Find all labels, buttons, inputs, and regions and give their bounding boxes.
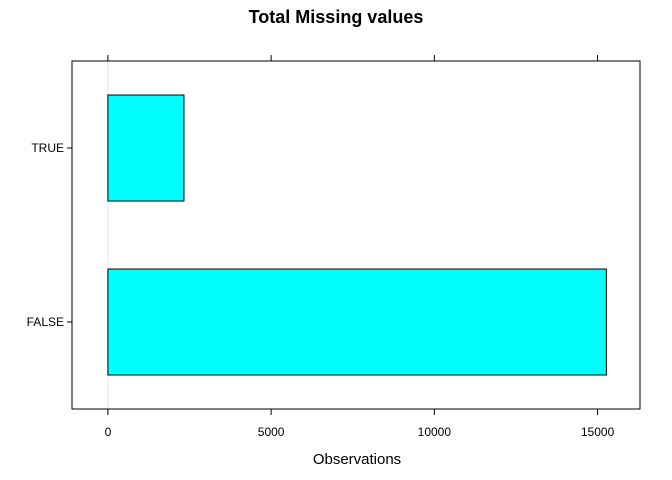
x-tick-label-10000: 10000 bbox=[418, 425, 452, 439]
plot-area: FALSE TRUE 0 5000 10000 15000 bbox=[27, 55, 641, 439]
x-axis-label: Observations bbox=[313, 451, 401, 468]
plot-frame bbox=[71, 60, 641, 410]
chart-title: Total Missing values bbox=[249, 7, 424, 27]
bar-true bbox=[107, 94, 185, 202]
category-label-false: FALSE bbox=[27, 315, 64, 329]
category-label-true: TRUE bbox=[31, 141, 64, 155]
x-tick-label-0: 0 bbox=[105, 425, 112, 439]
bar-false bbox=[107, 268, 607, 376]
x-tick-label-15000: 15000 bbox=[581, 425, 615, 439]
x-tick-label-5000: 5000 bbox=[258, 425, 285, 439]
